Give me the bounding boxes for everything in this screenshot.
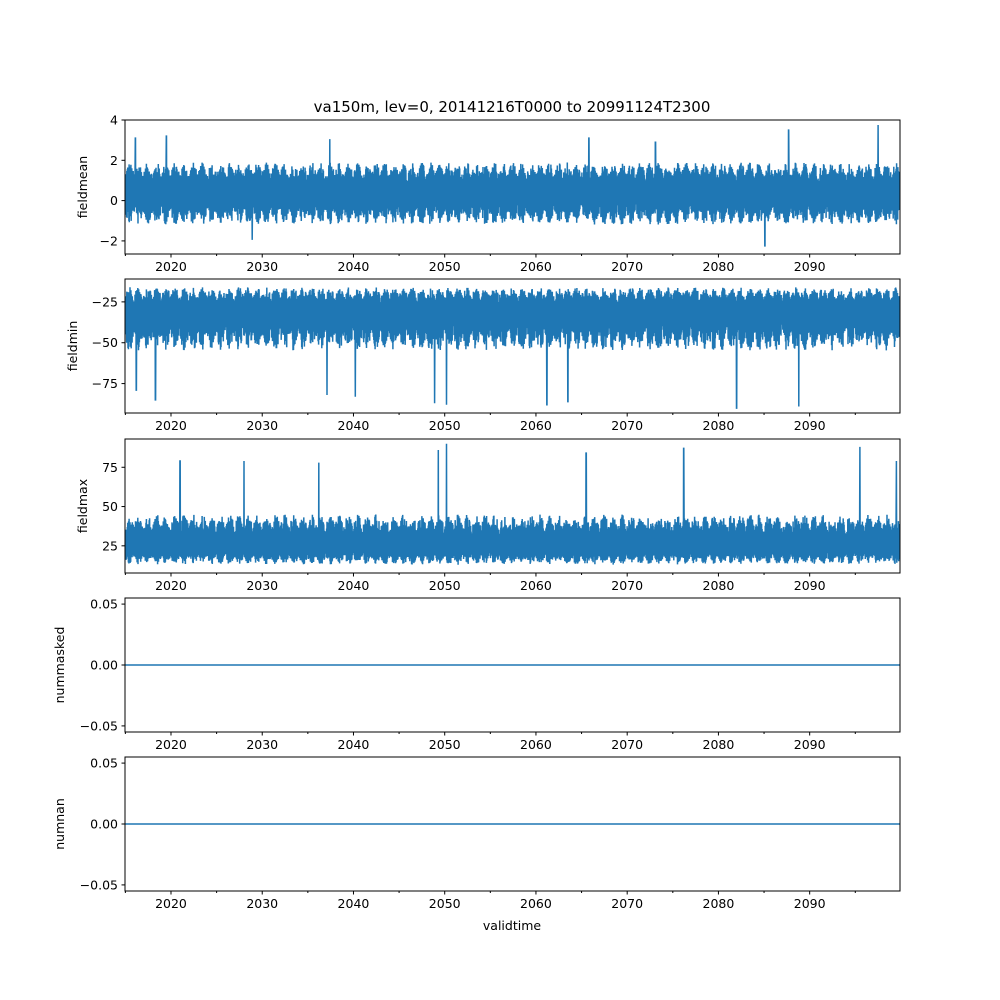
- x-tick-label: 2040: [338, 259, 370, 274]
- x-tick-label: 2040: [338, 418, 370, 433]
- y-tick-label: −2: [100, 233, 118, 248]
- y-tick-label: −25: [92, 294, 118, 309]
- x-tick-label: 2070: [611, 578, 643, 593]
- x-tick-label: 2070: [611, 896, 643, 911]
- y-axis-label: numnan: [52, 798, 67, 850]
- series-line-fieldmin: [125, 287, 900, 409]
- y-tick-label: −75: [92, 376, 118, 391]
- chart-title: va150m, lev=0, 20141216T0000 to 20991124…: [314, 98, 711, 116]
- x-tick-label: 2020: [155, 418, 187, 433]
- x-tick-label: 2050: [429, 737, 461, 752]
- y-tick-label: 75: [102, 460, 118, 475]
- x-tick-label: 2080: [703, 578, 735, 593]
- x-tick-label: 2030: [246, 578, 278, 593]
- x-tick-label: 2090: [794, 737, 826, 752]
- x-tick-label: 2060: [520, 259, 552, 274]
- series-line-fieldmean: [125, 124, 900, 247]
- y-tick-label: −0.05: [80, 877, 118, 892]
- x-tick-label: 2020: [155, 578, 187, 593]
- y-tick-label: 0.00: [90, 658, 118, 673]
- y-axis-label: fieldmean: [75, 156, 90, 218]
- x-tick-label: 2030: [246, 259, 278, 274]
- y-axis-label: fieldmax: [75, 479, 90, 533]
- y-tick-label: 0.05: [90, 597, 118, 612]
- x-tick-label: 2090: [794, 259, 826, 274]
- y-axis-label: nummasked: [52, 627, 67, 704]
- y-axis-label: fieldmin: [65, 321, 80, 372]
- subplot-fieldmean: 2020 2030 2040 2050 2060 2070 2080 2090 −2 0 2 4 fie…: [75, 113, 901, 274]
- x-tick-label: 2060: [520, 578, 552, 593]
- x-tick-label: 2040: [338, 737, 370, 752]
- x-tick-label: 2080: [703, 418, 735, 433]
- x-tick-label: 2070: [611, 418, 643, 433]
- series-line-fieldmax: [125, 443, 900, 565]
- axes-frame: [124, 119, 901, 255]
- x-tick-label: 2020: [155, 259, 187, 274]
- x-tick-label: 2040: [338, 578, 370, 593]
- subplot-fieldmax: 2020 2030 2040 2050 2060 2070 2080 2090 25 50 75 fi…: [75, 438, 901, 593]
- x-tick-label: 2020: [155, 896, 187, 911]
- x-tick-label: 2060: [520, 737, 552, 752]
- x-tick-label: 2050: [429, 896, 461, 911]
- x-tick-label: 2090: [794, 418, 826, 433]
- x-tick-label: 2020: [155, 737, 187, 752]
- y-tick-label: 0.00: [90, 817, 118, 832]
- x-tick-label: 2080: [703, 896, 735, 911]
- y-tick-label: 2: [110, 153, 118, 168]
- y-tick-label: −50: [92, 335, 118, 350]
- y-tick-label: 25: [102, 538, 118, 553]
- x-tick-label: 2090: [794, 578, 826, 593]
- x-tick-label: 2050: [429, 578, 461, 593]
- x-tick-label: 2080: [703, 737, 735, 752]
- x-tick-label: 2030: [246, 418, 278, 433]
- axes-frame: [124, 438, 901, 574]
- y-tick-label: −0.05: [80, 718, 118, 733]
- subplot-fieldmin: 2020 2030 2040 2050 2060 2070 2080 2090 −75 −50 −2…: [65, 278, 901, 433]
- x-tick-label: 2080: [703, 259, 735, 274]
- x-tick-label: 2070: [611, 737, 643, 752]
- x-tick-label: 2060: [520, 896, 552, 911]
- x-tick-label: 2050: [429, 418, 461, 433]
- x-tick-label: 2090: [794, 896, 826, 911]
- x-tick-label: 2030: [246, 896, 278, 911]
- axes-frame: [124, 278, 901, 414]
- x-tick-label: 2040: [338, 896, 370, 911]
- y-tick-label: 0.05: [90, 756, 118, 771]
- x-axis-label: validtime: [483, 918, 541, 933]
- y-tick-label: 50: [102, 499, 118, 514]
- x-tick-label: 2030: [246, 737, 278, 752]
- y-tick-label: 0: [110, 193, 118, 208]
- x-tick-label: 2060: [520, 418, 552, 433]
- subplot-nummasked: 2020 2030 2040 2050 2060 2070 2080 2090 −0.05 0.0…: [52, 597, 901, 752]
- subplot-numnan: 2020 2030 2040 2050 2060 2070 2080 2090 −0.05 0.0…: [52, 756, 901, 911]
- x-tick-label: 2070: [611, 259, 643, 274]
- x-tick-label: 2050: [429, 259, 461, 274]
- y-tick-label: 4: [110, 113, 118, 128]
